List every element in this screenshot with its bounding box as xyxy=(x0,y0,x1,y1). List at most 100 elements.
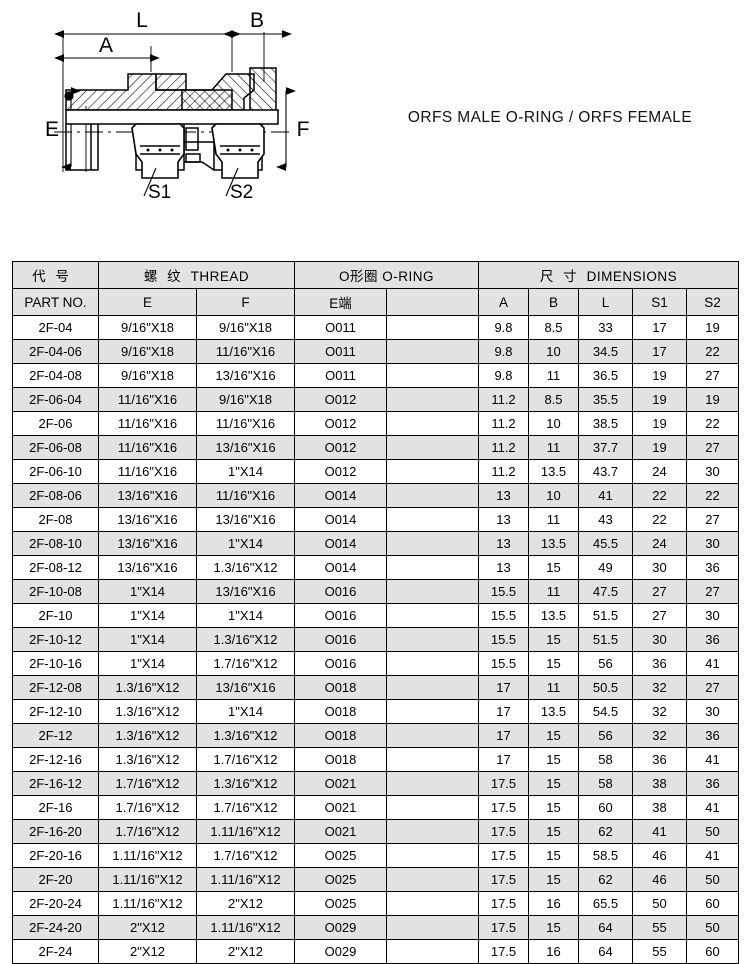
table-cell: 15 xyxy=(528,723,579,748)
dimension-lines xyxy=(54,30,296,171)
table-cell: 17 xyxy=(478,675,529,700)
header-oring-e: E端 xyxy=(294,288,387,316)
table-cell: 15 xyxy=(528,915,579,940)
table-cell: 22 xyxy=(686,411,739,436)
table-cell xyxy=(386,579,479,604)
table-cell: 36 xyxy=(686,771,739,796)
table-cell: 50 xyxy=(686,819,739,844)
table-cell: 15 xyxy=(528,843,579,868)
table-cell: 2F-08 xyxy=(12,507,99,532)
table-cell: 2F-24 xyxy=(12,939,99,964)
table-cell: 60 xyxy=(578,795,633,820)
table-cell: 2F-16-20 xyxy=(12,819,99,844)
table-cell: 55 xyxy=(632,915,687,940)
table-row: 2F-08 13/16"X16 13/16"X16 O014 13 11 43 22 27 xyxy=(12,507,739,532)
table-cell: O014 xyxy=(294,483,387,508)
table-cell: 13.5 xyxy=(528,531,579,556)
table-cell: 41 xyxy=(686,843,739,868)
table-cell: 2F-12-10 xyxy=(12,699,99,724)
table-cell: O025 xyxy=(294,867,387,892)
dim-label-s1: S1 xyxy=(148,182,171,203)
table-cell: 35.5 xyxy=(578,387,633,412)
table-cell: 13/16"X16 xyxy=(98,483,197,508)
table-cell: 50 xyxy=(632,891,687,916)
table-row: 2F-06 11/16"X16 11/16"X16 O012 11.2 10 38.5 19 2… xyxy=(12,411,739,436)
table-cell: 50.5 xyxy=(578,675,633,700)
table-cell: 11 xyxy=(528,579,579,604)
table-row: 2F-06-10 11/16"X16 1"X14 O012 11.2 13.5 43.7 24… xyxy=(12,459,739,484)
table-cell: 46 xyxy=(632,867,687,892)
table-cell: 1.11/16"X12 xyxy=(196,867,295,892)
table-cell: 2F-06-08 xyxy=(12,435,99,460)
table-cell: 1"X14 xyxy=(98,627,197,652)
table-cell: 36 xyxy=(632,651,687,676)
table-cell: 13 xyxy=(478,531,529,556)
table-cell: 27 xyxy=(686,435,739,460)
table-cell: 2F-10-16 xyxy=(12,651,99,676)
table-cell: 15 xyxy=(528,819,579,844)
table-cell: 17.5 xyxy=(478,915,529,940)
table-row: 2F-16-12 1.7/16"X12 1.3/16"X12 O021 17.5 15 58… xyxy=(12,771,739,796)
drawing-header-area: L B A E F xyxy=(0,0,750,248)
table-cell: 30 xyxy=(686,531,739,556)
table-cell: 11.2 xyxy=(478,387,529,412)
table-cell: 2F-08-12 xyxy=(12,555,99,580)
table-cell: O018 xyxy=(294,747,387,772)
table-cell: 13 xyxy=(478,555,529,580)
table-cell: 32 xyxy=(632,699,687,724)
table-cell xyxy=(386,795,479,820)
table-cell: 13.5 xyxy=(528,603,579,628)
table-cell: 13 xyxy=(478,507,529,532)
table-cell: 1.11/16"X12 xyxy=(98,891,197,916)
table-cell: 30 xyxy=(686,603,739,628)
table-row: 2F-10-08 1"X14 13/16"X16 O016 15.5 11 47.5 27 27 xyxy=(12,579,739,604)
table-cell: 41 xyxy=(686,795,739,820)
table-cell: 2F-06-10 xyxy=(12,459,99,484)
table-cell: 15 xyxy=(528,651,579,676)
table-cell: 58 xyxy=(578,771,633,796)
header-oring-blank xyxy=(386,288,479,316)
table-cell: 2F-08-10 xyxy=(12,531,99,556)
table-cell: 24 xyxy=(632,531,687,556)
header-dim-a: A xyxy=(478,288,529,316)
table-cell: O021 xyxy=(294,819,387,844)
table-cell: 19 xyxy=(686,387,739,412)
table-cell: 13/16"X16 xyxy=(196,579,295,604)
table-cell: 34.5 xyxy=(578,339,633,364)
header-group-row: 代 号 螺 纹 THREAD O形圈 O-RING 尺 寸 DIMENSIONS xyxy=(12,261,739,289)
table-cell: 9/16"X18 xyxy=(98,339,197,364)
table-cell: 11/16"X16 xyxy=(98,459,197,484)
table-cell: 33 xyxy=(578,315,633,340)
table-cell xyxy=(386,939,479,964)
table-cell: 19 xyxy=(632,387,687,412)
table-cell: 13/16"X16 xyxy=(98,507,197,532)
table-cell: 17 xyxy=(478,699,529,724)
table-row: 2F-12-16 1.3/16"X12 1.7/16"X12 O018 17 15 58 36… xyxy=(12,747,739,772)
table-cell: 17 xyxy=(478,747,529,772)
table-cell: 41 xyxy=(632,819,687,844)
table-cell: 37.7 xyxy=(578,435,633,460)
table-cell: 62 xyxy=(578,867,633,892)
table-cell: 15.5 xyxy=(478,579,529,604)
table-cell: 17 xyxy=(632,315,687,340)
table-cell: 24 xyxy=(632,459,687,484)
table-cell: 13/16"X16 xyxy=(98,531,197,556)
table-cell: 17.5 xyxy=(478,795,529,820)
table-cell: 2F-10 xyxy=(12,603,99,628)
table-cell: 11/16"X16 xyxy=(196,411,295,436)
table-cell: 58 xyxy=(578,747,633,772)
table-cell: 2"X12 xyxy=(196,939,295,964)
header-thread-group: 螺 纹 THREAD xyxy=(98,261,295,289)
table-cell: 8.5 xyxy=(528,315,579,340)
table-row: 2F-24-20 2"X12 1.11/16"X12 O029 17.5 15 64 55 50 xyxy=(12,915,739,940)
table-cell: 2F-20-16 xyxy=(12,843,99,868)
table-cell: 43 xyxy=(578,507,633,532)
table-cell: 17.5 xyxy=(478,771,529,796)
table-cell: O016 xyxy=(294,603,387,628)
table-cell: 55 xyxy=(632,939,687,964)
table-cell: 1.3/16"X12 xyxy=(196,771,295,796)
table-row: 2F-08-10 13/16"X16 1"X14 O014 13 13.5 45.5 24 30 xyxy=(12,531,739,556)
table-cell xyxy=(386,651,479,676)
table-cell xyxy=(386,627,479,652)
header-column-row: PART NO. E F E端 A B L S1 S2 xyxy=(12,288,739,316)
